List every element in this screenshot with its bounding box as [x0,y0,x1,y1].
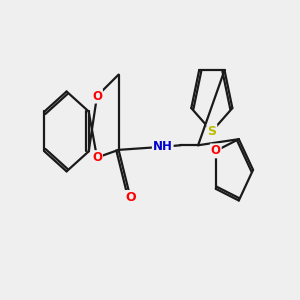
Text: O: O [92,90,102,103]
Text: S: S [207,125,216,138]
Text: O: O [211,144,221,158]
Text: O: O [92,151,102,164]
Text: O: O [125,191,136,204]
Text: NH: NH [153,140,173,153]
